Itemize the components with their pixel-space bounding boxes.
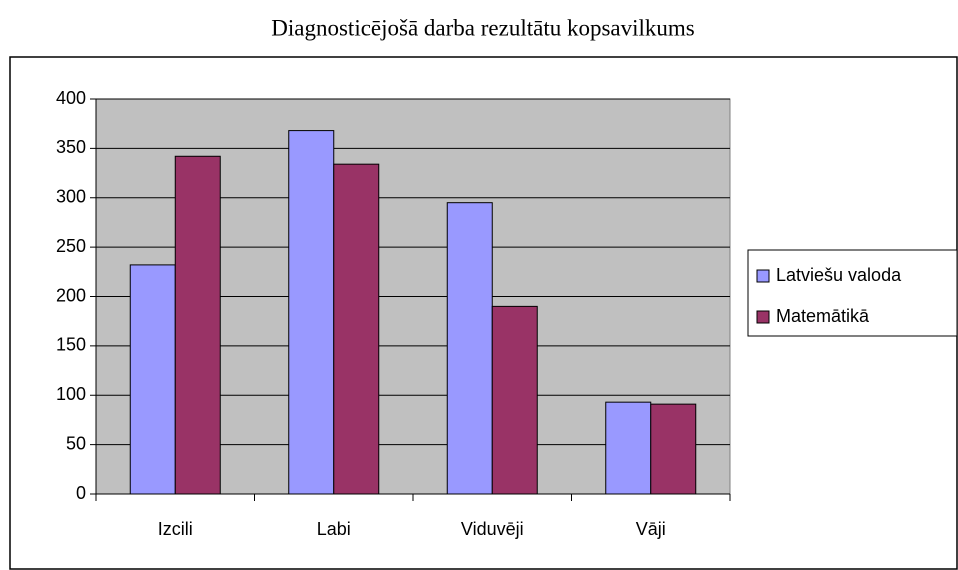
bar — [650, 403, 697, 495]
y-tick-label: 300 — [56, 187, 86, 207]
legend-swatch — [756, 310, 770, 324]
x-tick-label: Labi — [317, 519, 351, 539]
x-tick-label: Viduvēji — [461, 519, 524, 539]
x-tick-label: Vāji — [636, 519, 666, 539]
bar — [174, 155, 221, 495]
y-tick-label: 250 — [56, 236, 86, 256]
chart-title: Diagnosticējošā darba rezultātu kopsavil… — [271, 15, 695, 40]
bar — [288, 130, 335, 495]
bar — [129, 264, 176, 495]
y-tick-label: 400 — [56, 88, 86, 108]
legend-swatch — [756, 269, 770, 283]
legend-box — [747, 249, 958, 337]
bar — [333, 163, 380, 495]
bar — [446, 202, 493, 495]
legend-label: Matemātikā — [776, 306, 870, 326]
bar — [491, 305, 538, 495]
y-tick-label: 200 — [56, 285, 86, 305]
y-tick-label: 0 — [76, 483, 86, 503]
y-tick-label: 150 — [56, 335, 86, 355]
y-tick-label: 50 — [66, 433, 86, 453]
y-tick-label: 350 — [56, 137, 86, 157]
y-tick-label: 100 — [56, 384, 86, 404]
legend-label: Latviešu valoda — [776, 265, 902, 285]
x-tick-label: Izcili — [158, 519, 193, 539]
bar — [605, 401, 652, 495]
